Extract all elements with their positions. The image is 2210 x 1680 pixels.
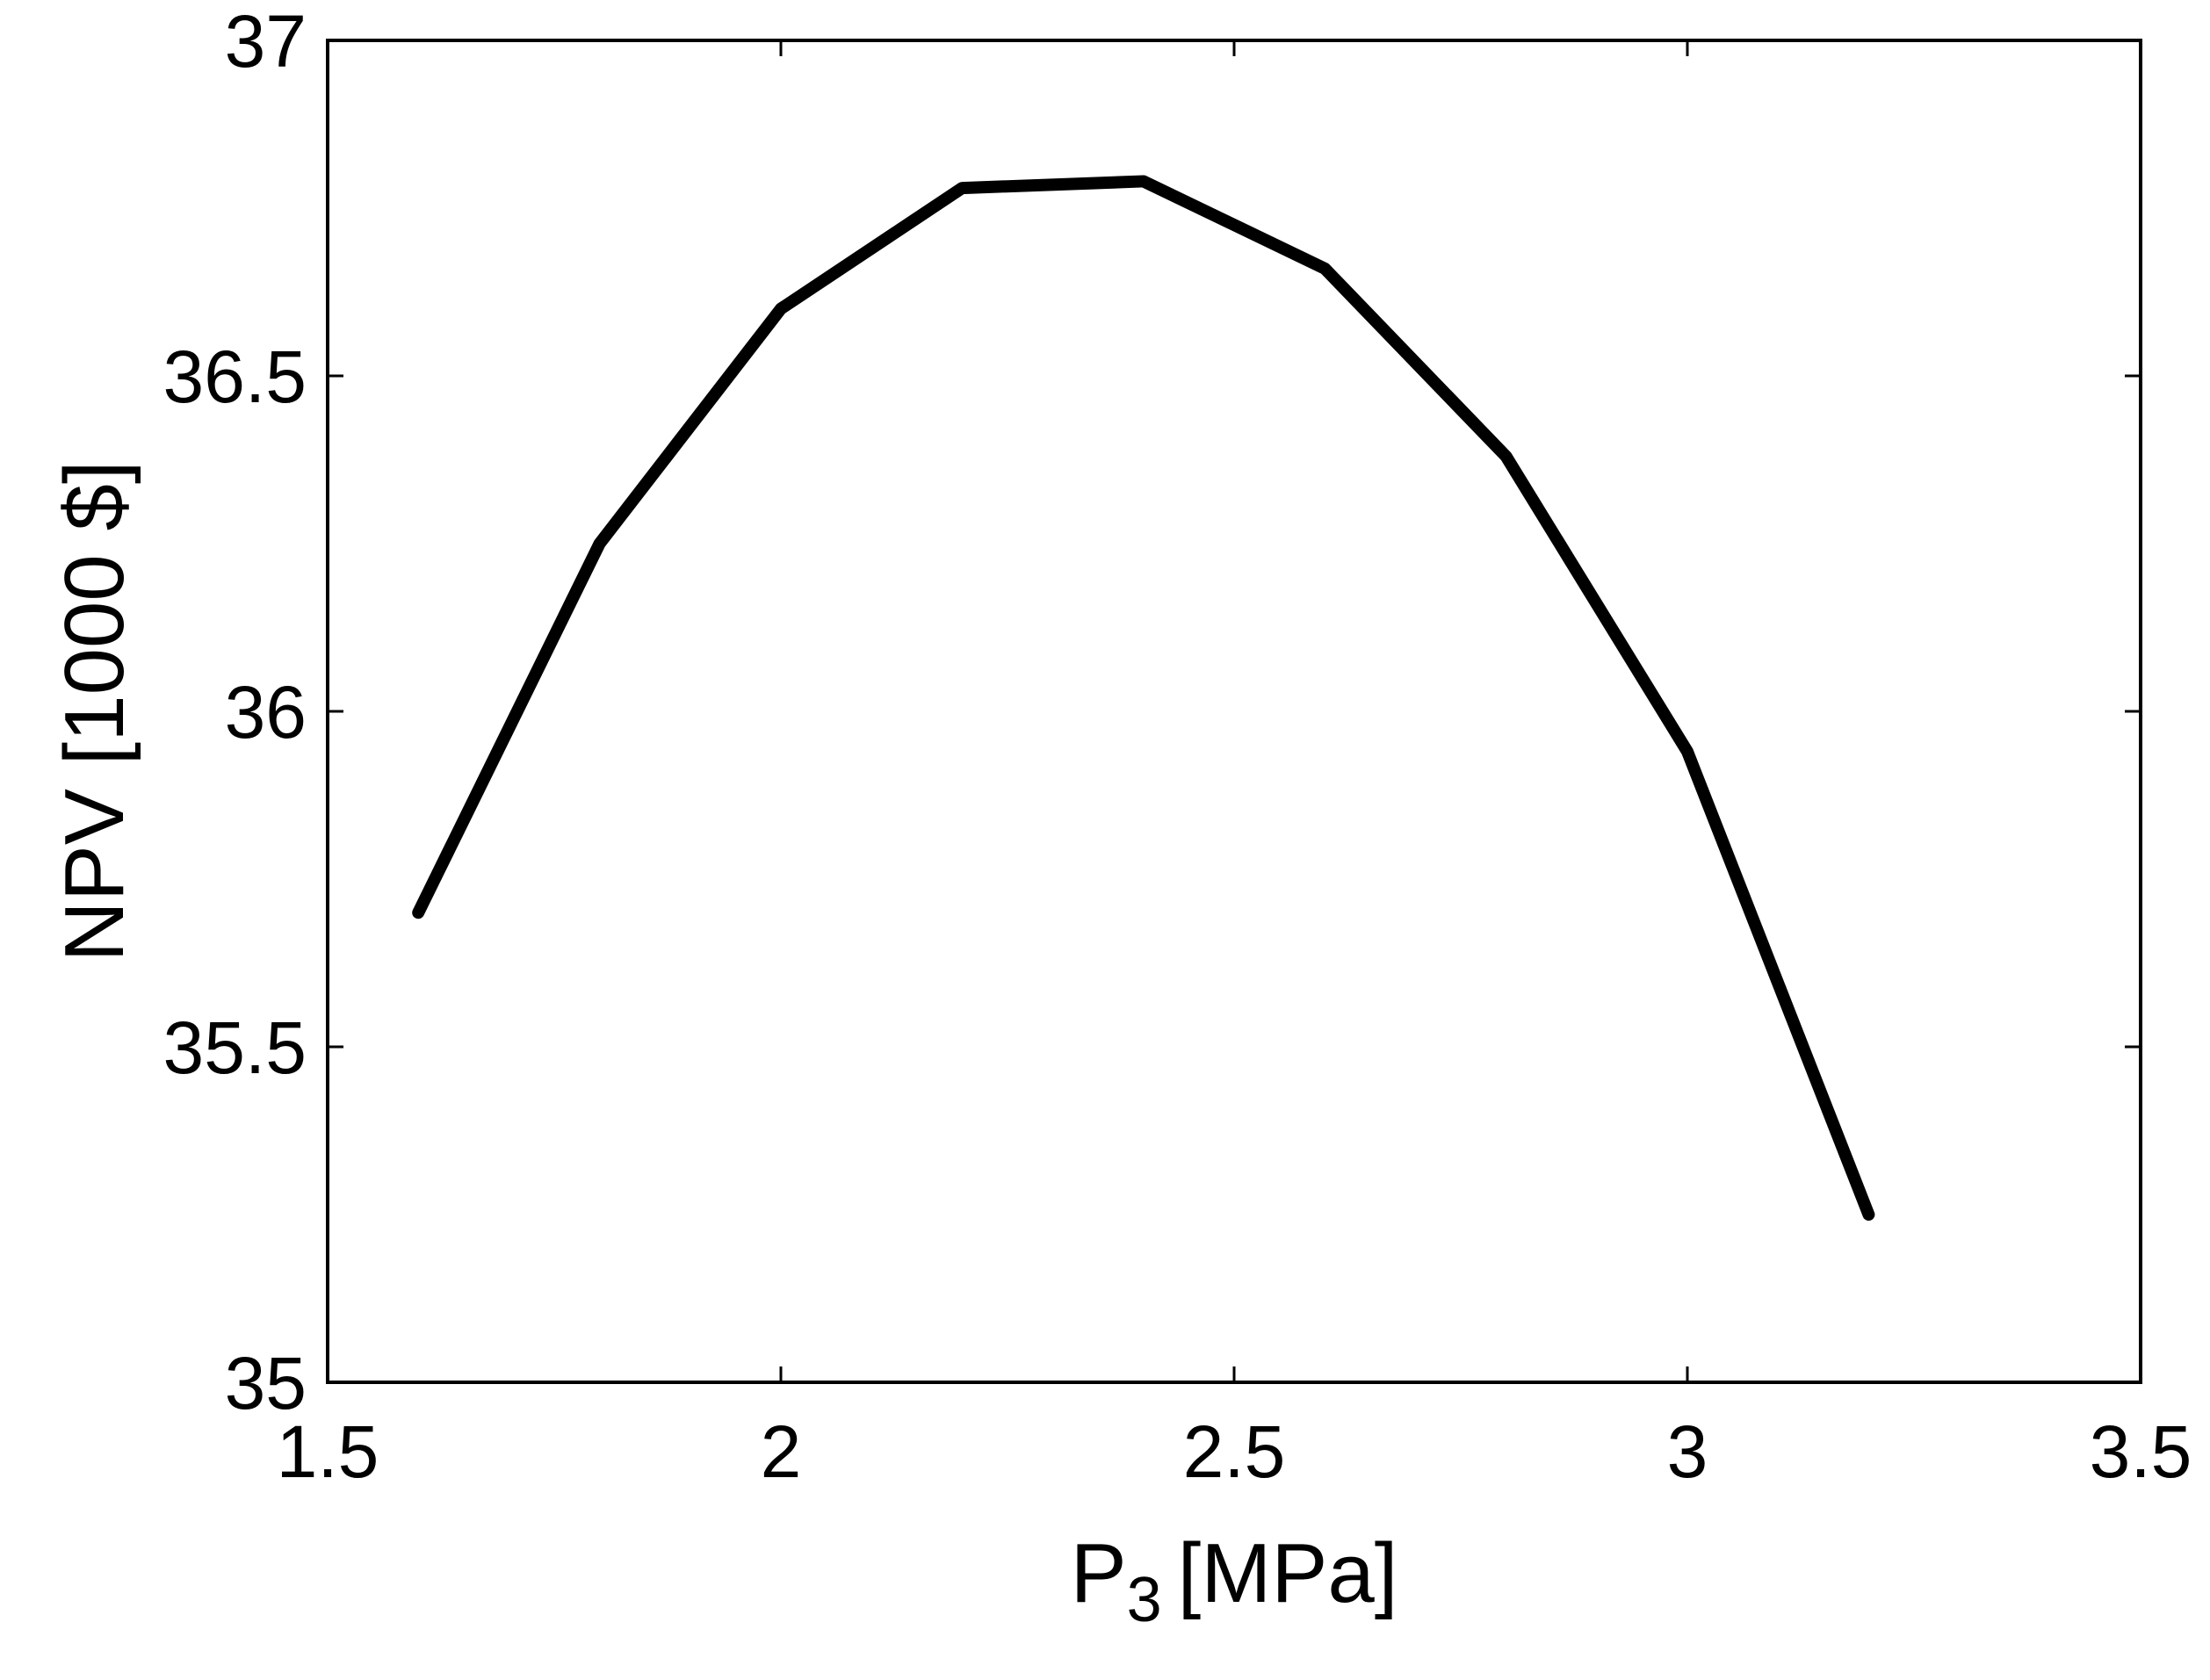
- x-tick-label: 1.5: [277, 1410, 379, 1493]
- data-point: [1505, 455, 1507, 458]
- data-point: [1324, 267, 1326, 270]
- x-tick-label: 2.5: [1183, 1410, 1286, 1493]
- tick-labels-layer: 1.5 2 2.5 3 3.5 35 35.5 36 36.5 37: [163, 0, 2192, 1493]
- data-point: [598, 543, 601, 544]
- ticks-layer: [326, 39, 2142, 1384]
- x-tick-label: 2: [761, 1410, 802, 1493]
- y-tick-label: 37: [225, 0, 307, 83]
- data-point: [417, 912, 420, 914]
- y-axis-label: NPV [1000 $]: [47, 460, 141, 962]
- series-line: [412, 175, 1875, 1221]
- y-tick-label: 35: [225, 1342, 307, 1424]
- data-point: [1686, 750, 1688, 753]
- data-point: [961, 187, 964, 190]
- y-tick-label: 36.5: [163, 335, 307, 418]
- x-axis-label: P3 [MPa]: [1071, 1526, 1398, 1635]
- x-tick-label: 3: [1667, 1410, 1708, 1493]
- y-tick-label: 36: [225, 671, 307, 753]
- x-axis-label-main: P: [1071, 1526, 1127, 1620]
- data-point: [1142, 180, 1145, 183]
- data-point: [780, 307, 782, 310]
- y-tick-label: 35.5: [163, 1006, 307, 1089]
- data-point: [1867, 1214, 1870, 1215]
- x-axis-label-subscript: 3: [1127, 1565, 1162, 1635]
- x-tick-label: 3.5: [2090, 1410, 2192, 1493]
- plot-area-frame: [326, 39, 2142, 1384]
- series-layer: [412, 175, 1875, 1221]
- x-axis-label-unit: [MPa]: [1178, 1526, 1398, 1620]
